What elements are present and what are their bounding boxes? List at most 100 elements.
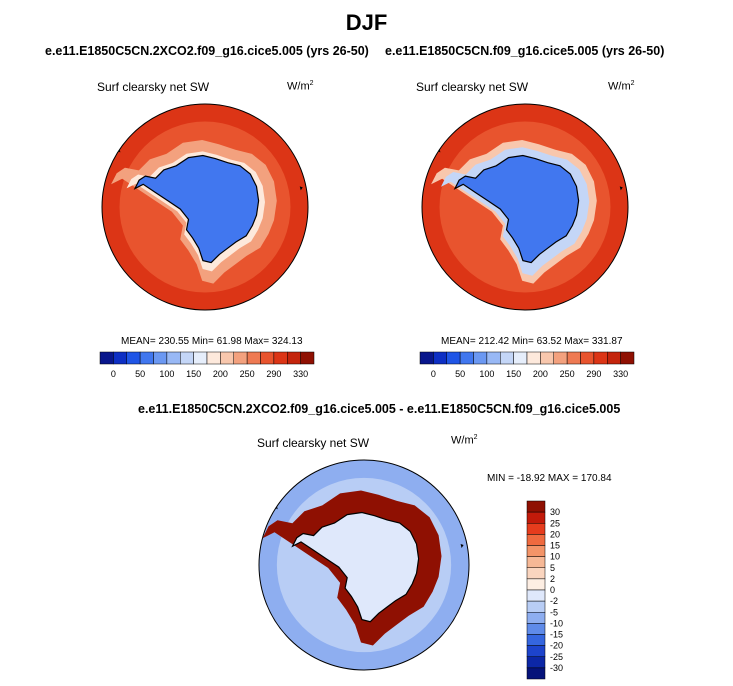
colorbar-tick-label: 5 [550,563,555,573]
colorbar-tick-label: 100 [159,369,174,379]
panel1-unit: W/m2 [287,80,314,93]
colorbar-box [166,351,181,365]
map-field [102,104,308,310]
colorbar-box [593,351,608,365]
colorbar-tick-label: 50 [455,369,465,379]
colorbar-tick-label: -5 [550,607,558,617]
colorbar-box [446,351,461,365]
panel2-title: e.e11.E1850C5CN.f09_g16.cice5.005 (yrs 2… [385,44,665,58]
colorbar-tick-label: 290 [586,369,601,379]
colorbar-box [153,351,168,365]
colorbar-tick-label: 25 [550,518,560,528]
colorbar-tick-label: -10 [550,618,563,628]
colorbar-tick-label: 0 [111,369,116,379]
colorbar-tick-label: -20 [550,641,563,651]
colorbar-tick-label: -2 [550,596,558,606]
colorbar-tick-label: 30 [550,507,560,517]
panel2-stats: MEAN= 212.42 Min= 63.52 Max= 331.87 [441,336,623,347]
colorbar-box [419,351,434,365]
colorbar2: 0 50 100 150 200 250 290 330 [419,351,635,379]
colorbar-box [526,534,546,546]
colorbar-box [526,612,546,624]
map-field [422,104,628,310]
colorbar-box [526,500,546,513]
continent-region [133,154,260,264]
colorbar-tick-label: 200 [213,369,228,379]
colorbar-box [526,523,546,535]
colorbar-box [566,351,581,365]
colorbar-tick-label: 0 [431,369,436,379]
colorbar1: 0 50 100 150 200 250 290 330 [99,351,315,379]
island-outline [299,186,303,191]
colorbar-tick-label: 290 [266,369,281,379]
colorbar-tick-label: 20 [550,529,560,539]
colorbar-box [513,351,528,365]
colorbar-box [620,351,635,365]
panel3-title: e.e11.E1850C5CN.2XCO2.f09_g16.cice5.005 … [138,402,621,416]
colorbar-box [180,351,194,365]
colorbar-tick-label: 330 [613,369,628,379]
colorbar-box [206,351,221,365]
colorbar-box [526,351,541,365]
colorbar-box [540,351,554,365]
colorbar-box [526,556,546,568]
colorbar-box [486,351,501,365]
colorbar-box [459,351,474,365]
colorbar-tick-label: 330 [293,369,308,379]
colorbar-box [526,600,546,613]
colorbar-box [287,351,301,365]
colorbar-tick-label: -30 [550,663,563,673]
colorbar-box [553,351,568,365]
colorbar-tick-label: -15 [550,630,563,640]
colorbar-tick-label: 200 [533,369,548,379]
colorbar-tick-label: 50 [135,369,145,379]
map-border [258,459,470,671]
panel2-unit: W/m2 [608,80,635,93]
colorbar-tick-label: 150 [186,369,201,379]
colorbar-box [260,351,275,365]
map-field [259,460,469,670]
map1 [101,103,309,311]
panel1-title: e.e11.E1850C5CN.2XCO2.f09_g16.cice5.005 … [45,44,369,58]
colorbar-tick-label: 250 [240,369,255,379]
map2 [421,103,629,311]
colorbar-tick-label: 100 [479,369,494,379]
colorbar-box [193,351,208,365]
continent-region [291,511,420,623]
colorbar-box [246,351,261,365]
island-outline [619,186,623,191]
map-border [101,103,309,311]
island-outline [460,544,464,548]
colorbar-box [526,589,546,602]
colorbar-box [99,351,114,365]
colorbar-box [526,511,546,524]
colorbar-tick-label: 10 [550,552,560,562]
colorbar-tick-label: 150 [506,369,521,379]
panel3-variable: Surf clearsky net SW [257,436,370,450]
colorbar-box [220,351,234,365]
colorbar-box [273,351,288,365]
panel1-variable: Surf clearsky net SW [97,80,210,94]
colorbar-tick-label: 250 [560,369,575,379]
colorbar-tick-label: 2 [550,574,555,584]
colorbar-box [113,351,127,365]
colorbar-box [500,351,514,365]
colorbar-box [526,634,546,646]
colorbar-box [139,351,154,365]
colorbar-box [126,351,141,365]
colorbar-box [526,567,546,580]
colorbar-box [580,351,595,365]
map-border [421,103,629,311]
continent-region [453,154,580,264]
panel2-variable: Surf clearsky net SW [416,80,529,94]
colorbar-tick-label: -25 [550,652,563,662]
colorbar-box [526,545,546,557]
colorbar-box [433,351,447,365]
panel1-stats: MEAN= 230.55 Min= 61.98 Max= 324.13 [121,336,303,347]
colorbar-tick-label: 0 [550,585,555,595]
colorbar-box [526,656,546,669]
colorbar-tick-label: 15 [550,541,560,551]
colorbar-box [233,351,248,365]
panel3-minmax: MIN = -18.92 MAX = 170.84 [487,473,612,484]
